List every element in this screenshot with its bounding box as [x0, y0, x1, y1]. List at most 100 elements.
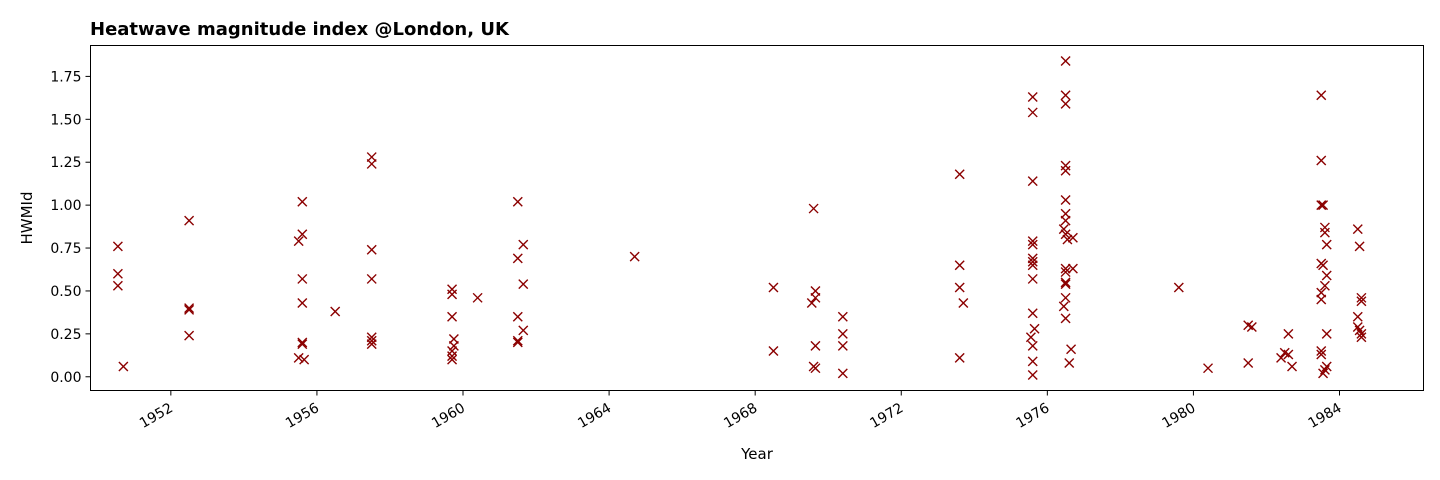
data-point [954, 169, 965, 180]
x-axis-label: Year [740, 445, 774, 463]
data-point [954, 260, 965, 271]
data-point [184, 330, 195, 341]
data-point [1060, 160, 1071, 171]
data-point [1029, 323, 1040, 334]
data-point [112, 280, 123, 291]
data-point [299, 354, 310, 365]
data-point [1060, 263, 1071, 274]
data-point [1318, 260, 1329, 271]
data-point [1321, 270, 1332, 281]
data-point [1316, 346, 1327, 357]
data-point [1027, 256, 1038, 267]
x-tick-label: 1956 [283, 400, 322, 432]
data-point [1060, 279, 1071, 290]
data-point [297, 297, 308, 308]
data-point [1316, 349, 1327, 360]
data-point [297, 339, 308, 350]
data-point [366, 158, 377, 169]
data-point [1352, 311, 1363, 322]
data-point [1027, 91, 1038, 102]
data-point [366, 335, 377, 346]
data-point [768, 346, 779, 357]
data-point [184, 304, 195, 315]
data-point [366, 244, 377, 255]
data-point [629, 251, 640, 262]
data-point [954, 282, 965, 293]
data-point [1060, 313, 1071, 324]
data-point [810, 363, 821, 374]
data-point [518, 325, 529, 336]
y-tick-label: 1.75 [50, 69, 81, 85]
data-point [447, 354, 458, 365]
y-tick-label: 0.25 [50, 327, 81, 343]
data-point [1356, 332, 1367, 343]
data-point [837, 368, 848, 379]
data-point [297, 273, 308, 284]
data-point [1027, 356, 1038, 367]
y-tick-label: 0.75 [50, 241, 81, 257]
x-axis-ticks: 1952 1956 1960 1964 1968 1972 1976 1980 1984 [137, 390, 1345, 432]
data-point [1246, 321, 1257, 332]
data-point [810, 292, 821, 303]
data-point [1060, 55, 1071, 66]
data-point [366, 339, 377, 350]
chart-title: Heatwave magnitude index @London, UK [90, 19, 510, 40]
x-tick-label: 1952 [137, 400, 176, 432]
data-point [518, 279, 529, 290]
data-point [512, 337, 523, 348]
data-point [1319, 227, 1330, 238]
y-tick-label: 0.00 [50, 370, 81, 386]
data-point [297, 337, 308, 348]
data-point [837, 311, 848, 322]
data-point [1058, 301, 1069, 312]
data-point [297, 229, 308, 240]
data-point [1064, 358, 1075, 369]
data-point [1027, 273, 1038, 284]
data-point [1066, 344, 1077, 355]
plot-area-frame [90, 45, 1424, 391]
data-point [810, 340, 821, 351]
data-point [808, 203, 819, 214]
data-point [1319, 280, 1330, 291]
data-point [184, 303, 195, 314]
data-point [1316, 200, 1327, 211]
data-point [954, 352, 965, 363]
data-point [1321, 328, 1332, 339]
data-point [1276, 352, 1287, 363]
data-point [1316, 294, 1327, 305]
data-point [1027, 176, 1038, 187]
data-point [1203, 363, 1214, 374]
x-tick-label: 1976 [1013, 400, 1052, 432]
data-point [297, 196, 308, 207]
data-point [1060, 292, 1071, 303]
x-tick-label: 1964 [575, 400, 614, 432]
x-tick-label: 1984 [1306, 400, 1345, 432]
data-point [1318, 368, 1329, 379]
data-point [112, 268, 123, 279]
data-point [1060, 90, 1071, 101]
y-axis-ticks: 0.00 0.25 0.50 0.75 1.00 1.25 1.50 1.75 [50, 69, 91, 386]
x-tick-label: 1980 [1160, 400, 1199, 432]
data-point [837, 340, 848, 351]
data-point [1060, 165, 1071, 176]
data-point [806, 297, 817, 308]
data-point [1027, 239, 1038, 250]
y-tick-label: 0.50 [50, 284, 81, 300]
data-point [512, 196, 523, 207]
data-point [1316, 90, 1327, 101]
data-point [118, 361, 129, 372]
data-point [472, 292, 483, 303]
data-point [1027, 308, 1038, 319]
data-point [447, 284, 458, 295]
data-point [1062, 234, 1073, 245]
data-point [1287, 361, 1298, 372]
data-point [1319, 364, 1330, 375]
data-point [512, 311, 523, 322]
data-point [1354, 241, 1365, 252]
y-tick-label: 1.00 [50, 198, 81, 214]
data-point [293, 352, 304, 363]
data-point [1321, 239, 1332, 250]
y-tick-label: 1.25 [50, 155, 81, 171]
data-point [1060, 194, 1071, 205]
